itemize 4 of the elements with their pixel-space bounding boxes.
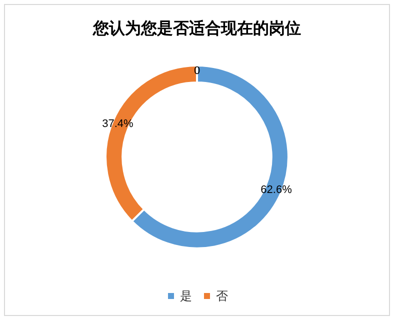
legend-label: 否 (216, 289, 228, 303)
chart-title: 您认为您是否适合现在的岗位 (92, 18, 301, 38)
legend-label: 是 (180, 289, 192, 303)
text: 0 (194, 64, 200, 77)
